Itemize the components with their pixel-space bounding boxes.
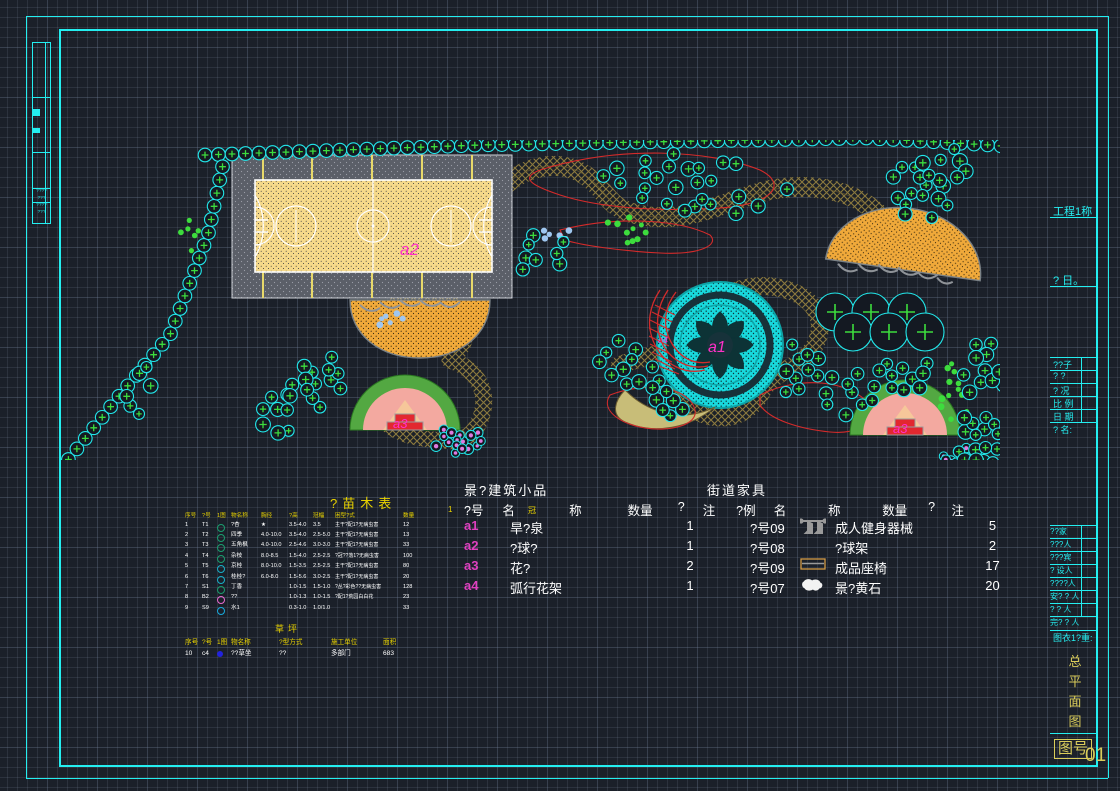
svg-text:a3: a3 xyxy=(893,421,908,436)
svg-text:a2: a2 xyxy=(400,240,419,259)
svg-text:a1: a1 xyxy=(708,339,726,356)
svg-text:a3: a3 xyxy=(393,416,408,431)
